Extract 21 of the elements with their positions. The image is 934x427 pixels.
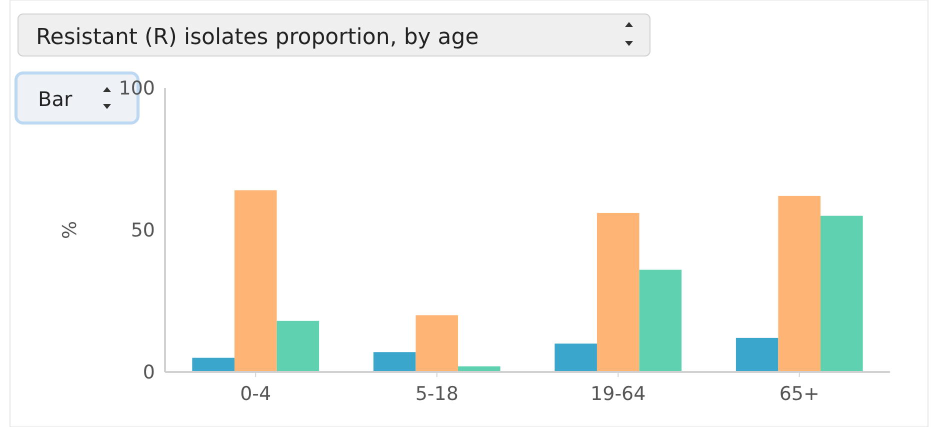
- bar: [596, 212, 640, 372]
- x-tick-label: 0-4: [240, 383, 272, 405]
- x-tick-label: 19-64: [590, 383, 646, 405]
- bar: [736, 338, 778, 372]
- x-tick-label: 65+: [779, 383, 820, 405]
- bar: [373, 352, 416, 372]
- bar: [639, 270, 682, 372]
- bar: [554, 344, 597, 372]
- bar: [778, 196, 821, 372]
- bar: [276, 320, 320, 372]
- bar: [234, 190, 277, 372]
- y-axis-title: %: [59, 220, 81, 240]
- bar: [820, 216, 863, 372]
- y-tick-label: 50: [130, 220, 155, 242]
- chart-title: Resistant (R) isolates proportion, by age: [36, 25, 479, 50]
- y-tick-label: 0: [142, 362, 155, 384]
- y-tick-label: 100: [118, 78, 155, 100]
- bar: [416, 315, 458, 372]
- text: Bar: [38, 87, 73, 111]
- bar: [192, 358, 234, 372]
- x-tick-label: 5-18: [415, 383, 458, 405]
